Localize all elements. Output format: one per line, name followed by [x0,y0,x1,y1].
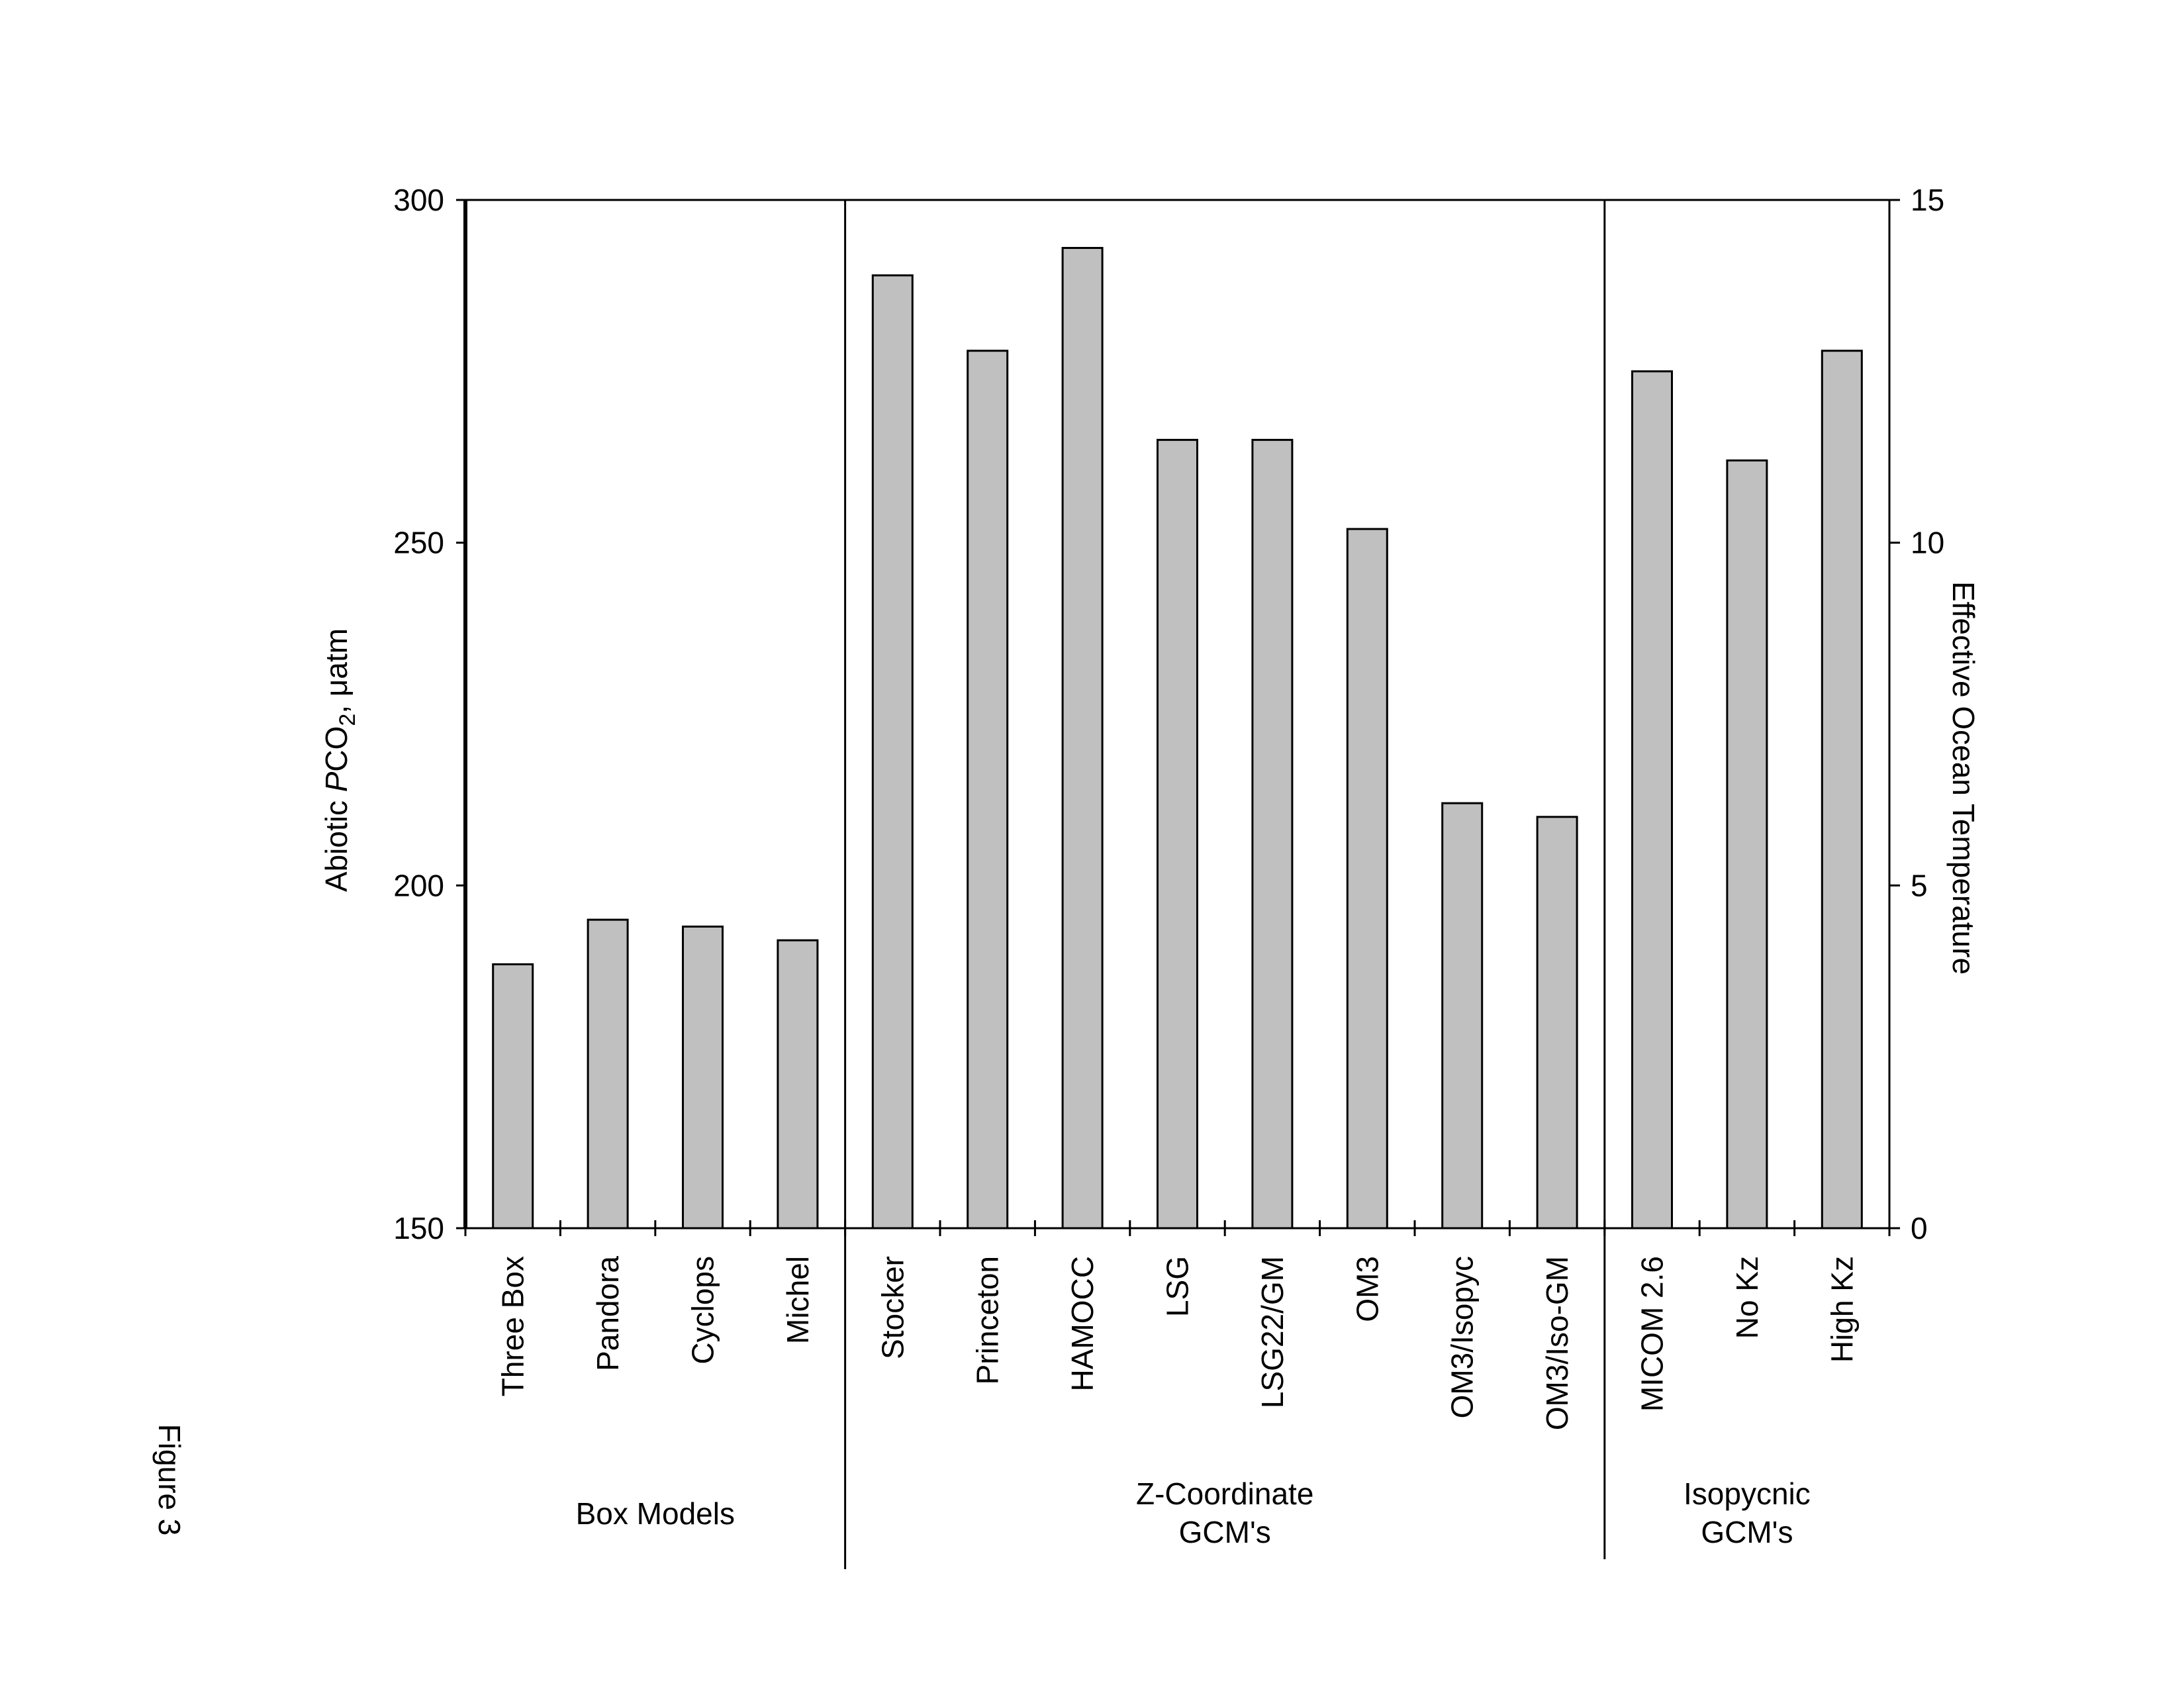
x-category-label: OM3/Isopyc [1445,1256,1480,1418]
group-label: Box Models [576,1496,735,1531]
y-axis-title-subscript: 2 [335,714,360,726]
bar-10 [1441,802,1484,1230]
x-category-label: Michel [781,1256,815,1344]
x-category-label: LSG [1161,1256,1195,1317]
bar-1 [587,918,629,1230]
group-label: GCM's [1179,1515,1271,1549]
bar-6 [1061,246,1104,1230]
x-category-label: MICOM 2.6 [1635,1256,1670,1412]
y-axis-title-italic: P [319,771,354,792]
bar-7 [1157,438,1198,1230]
x-category-label: Stocker [875,1256,910,1359]
y2-tick-label: 10 [1911,526,1944,560]
x-category-label: OM3/Iso-GM [1540,1256,1574,1430]
y2-axis-title: Effective Ocean Temperature [1946,581,1981,975]
group-labels: Box Models Z-Coordinate GCM's Isopycnic GCM'… [576,200,1811,1569]
y-tick-label: 300 [393,183,444,217]
x-category-label: LSG22/GM [1255,1256,1290,1408]
y-tick-label: 150 [393,1211,444,1245]
y-axis-title-main: CO [319,726,354,772]
bar-13 [1726,459,1768,1230]
x-category-label: Princeton [971,1256,1005,1384]
x-category-label: Three Box [496,1256,530,1396]
bar-11 [1536,816,1578,1230]
x-category-label: OM3 [1350,1256,1384,1322]
y2-tick-label: 5 [1911,868,1928,902]
figure-caption: Figure 3 [152,1424,187,1536]
bar-4 [871,274,914,1230]
y-tick-label: 200 [393,868,444,902]
group-label: GCM's [1701,1515,1793,1549]
right-y-axis: 0 5 10 15 [1889,183,1944,1245]
x-category-label: HAMOCC [1065,1256,1100,1391]
left-y-axis: 150 200 250 300 [393,183,465,1245]
y-tick-label: 250 [393,526,444,560]
bar-12 [1631,370,1673,1230]
bar-3 [777,939,819,1230]
bar-9 [1346,528,1388,1230]
bars-layer [492,246,1863,1230]
y2-tick-label: 0 [1911,1211,1928,1245]
x-category-label: Cyclops [686,1256,720,1365]
x-category-label: High Kz [1825,1256,1859,1363]
y2-tick-label: 15 [1911,183,1944,217]
y-axis-title-suffix: , μatm [319,628,354,714]
bar-0 [492,963,534,1230]
group-label: Isopycnic [1684,1476,1811,1511]
y-axis-title: Abiotic PCO2, μatm [319,628,360,892]
x-category-label: Pandora [591,1256,625,1371]
y-axis-title-prefix: Abiotic [319,792,354,892]
bar-8 [1251,438,1294,1230]
x-axis: Three Box Pandora Cyclops Michel Stocker Prin… [464,1220,1891,1430]
bar-2 [682,925,724,1230]
bar-14 [1821,350,1863,1230]
bar-5 [967,350,1009,1230]
x-category-label: No Kz [1730,1256,1764,1339]
group-label: Z-Coordinate [1136,1476,1313,1511]
